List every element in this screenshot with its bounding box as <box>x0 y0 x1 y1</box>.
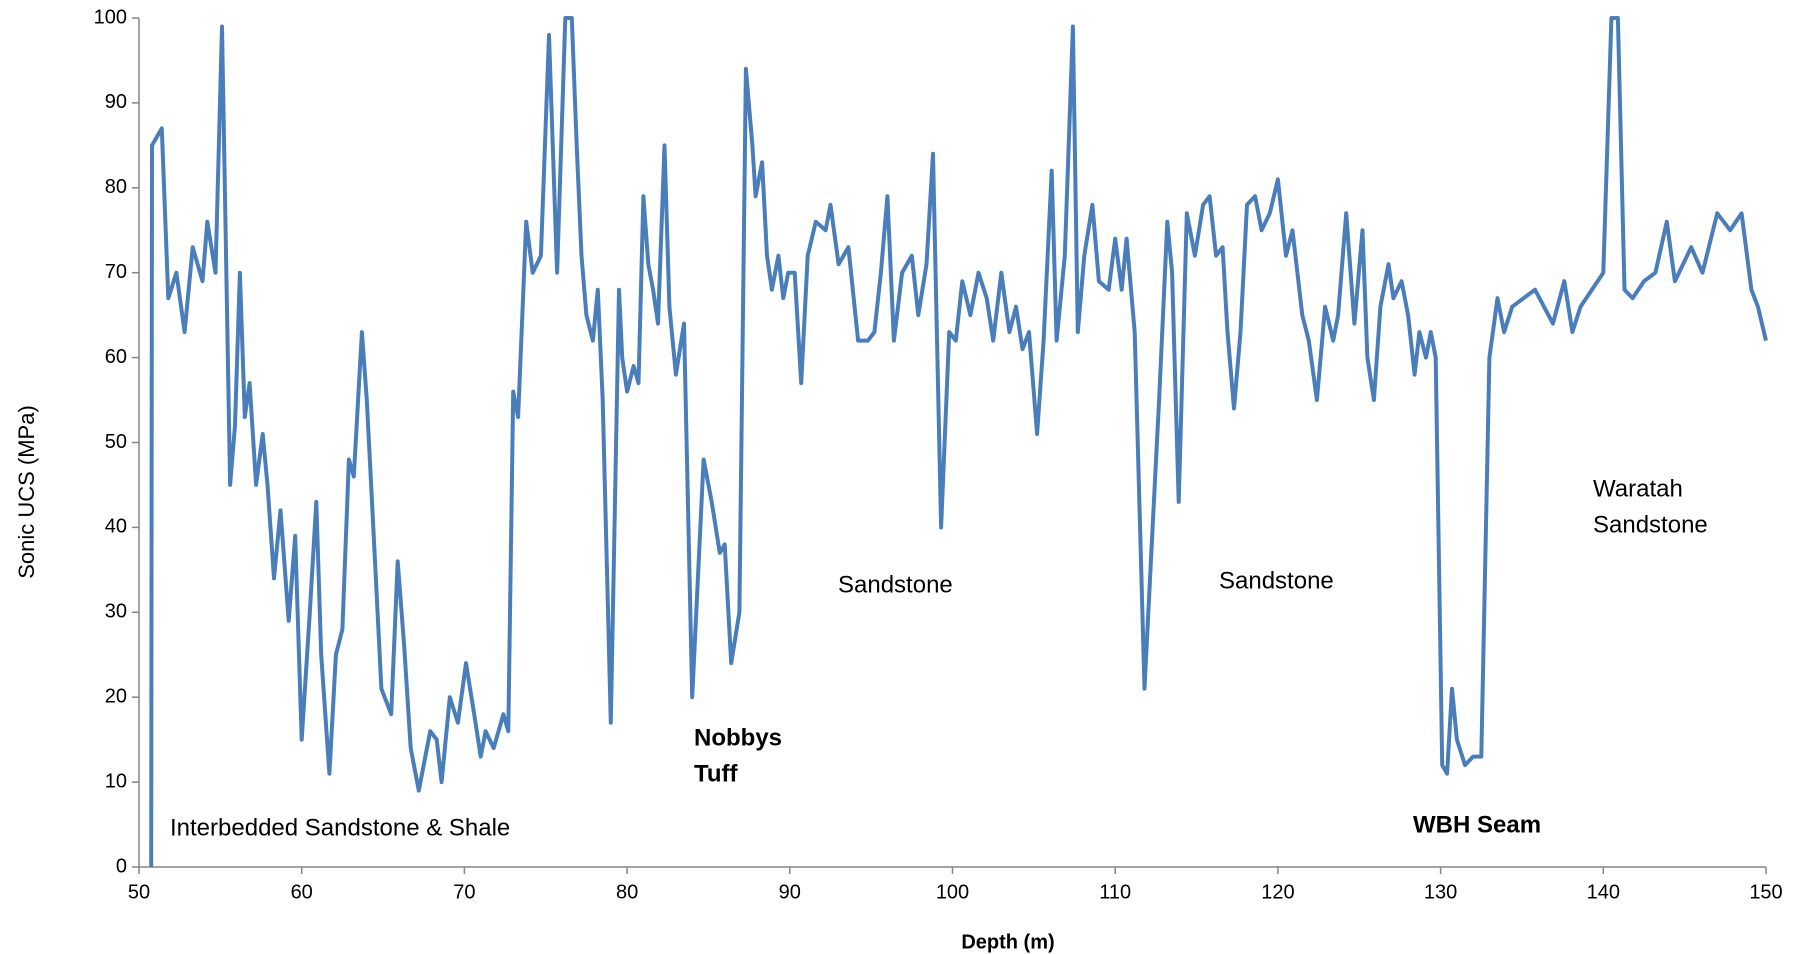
x-tick-label: 100 <box>936 881 969 903</box>
x-axis-label: Depth (m) <box>961 931 1054 953</box>
annotation: WBH Seam <box>1413 811 1541 838</box>
y-tick-label: 100 <box>94 6 127 28</box>
x-tick-label: 150 <box>1749 881 1782 903</box>
y-tick-label: 50 <box>105 431 127 453</box>
y-tick-label: 70 <box>105 261 127 283</box>
x-tick-label: 80 <box>616 881 638 903</box>
y-tick-label: 10 <box>105 770 127 792</box>
y-tick-label: 30 <box>105 601 127 623</box>
annotation: Sandstone <box>838 571 953 598</box>
y-tick-label: 40 <box>105 516 127 538</box>
annotation: Waratah <box>1593 475 1683 502</box>
y-tick-label: 20 <box>105 685 127 707</box>
annotation: Sandstone <box>1593 511 1708 538</box>
annotation: Interbedded Sandstone & Shale <box>170 814 510 841</box>
x-tick-label: 120 <box>1261 881 1294 903</box>
x-tick-label: 70 <box>453 881 475 903</box>
annotation: Sandstone <box>1219 567 1334 594</box>
x-tick-label: 130 <box>1424 881 1457 903</box>
y-tick-label: 60 <box>105 346 127 368</box>
y-tick-label: 90 <box>105 91 127 113</box>
data-line <box>149 16 1768 868</box>
y-tick-label: 80 <box>105 176 127 198</box>
x-tick-label: 90 <box>779 881 801 903</box>
annotation: Tuff <box>694 760 739 787</box>
x-tick-label: 110 <box>1099 881 1131 903</box>
y-axis-label: Sonic UCS (MPa) <box>14 405 39 579</box>
x-tick-label: 140 <box>1587 881 1620 903</box>
y-tick-label: 0 <box>116 855 127 877</box>
x-tick-label: 60 <box>291 881 313 903</box>
x-tick-label: 50 <box>128 881 150 903</box>
annotation: Nobbys <box>694 724 782 751</box>
